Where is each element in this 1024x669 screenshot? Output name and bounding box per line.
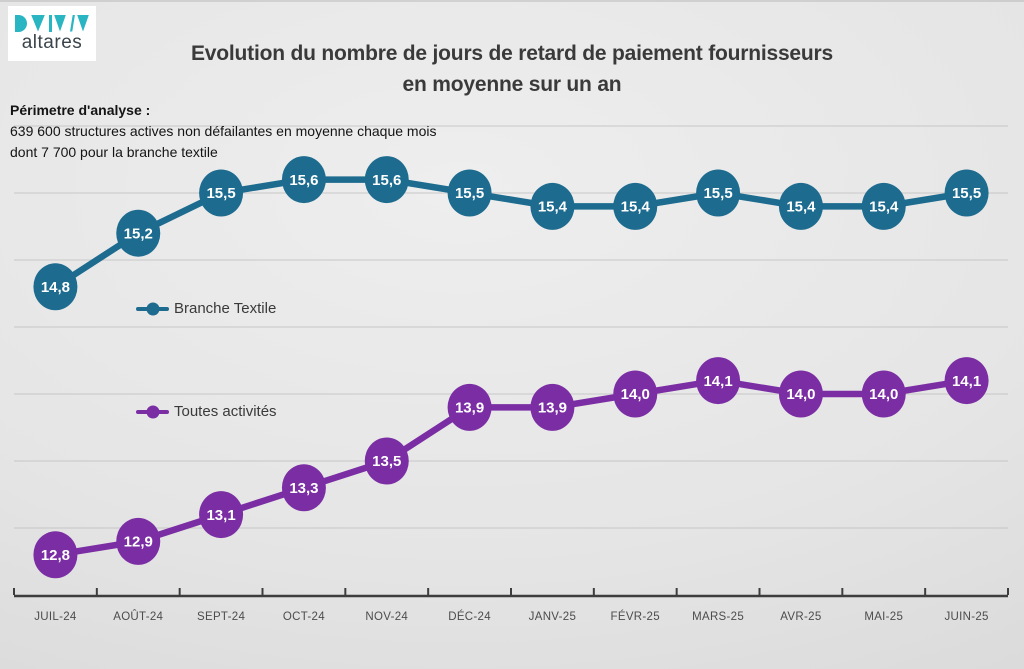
data-point-marker	[199, 491, 244, 539]
data-point-value: 13,1	[206, 507, 235, 524]
data-point-marker	[696, 357, 741, 405]
data-point-value: 14,0	[786, 386, 815, 403]
analysis-scope-line2: dont 7 700 pour la branche textile	[10, 144, 218, 160]
data-point-value: 15,5	[455, 185, 484, 202]
data-point-marker	[861, 370, 906, 418]
legend-branche-textile: Branche Textile	[136, 300, 276, 317]
legend-toutes-activites: Toutes activités	[136, 403, 277, 420]
legend-label-branche-textile: Branche Textile	[174, 300, 277, 317]
data-point-marker	[944, 169, 989, 217]
data-point-value: 14,0	[869, 386, 898, 403]
chart-title-line1: Evolution du nombre de jours de retard d…	[190, 42, 833, 65]
data-point-value: 15,4	[786, 199, 816, 216]
altares-logo: altares	[8, 6, 96, 61]
x-axis-label: OCT-24	[283, 611, 325, 623]
logo-glyph-t	[49, 14, 66, 32]
x-axis-label: JUIN-25	[944, 611, 988, 623]
data-point-value: 15,4	[621, 199, 651, 216]
data-point-value: 14,0	[621, 386, 650, 403]
legend-label-toutes-activites: Toutes activités	[174, 403, 277, 420]
data-point-marker	[33, 263, 78, 311]
data-point-marker	[778, 182, 823, 230]
x-axis-label: DÉC-24	[448, 610, 491, 623]
x-axis-label: MAI-25	[864, 611, 903, 623]
data-point-marker	[944, 357, 989, 405]
data-point-value: 15,4	[869, 199, 899, 216]
x-axis-label: AVR-25	[780, 611, 821, 623]
data-point-marker	[613, 182, 658, 230]
data-point-value: 14,1	[952, 373, 981, 390]
data-point-marker	[116, 209, 161, 257]
data-point-value: 15,5	[206, 185, 235, 202]
chart-title: Evolution du nombre de jours de retard d…	[0, 38, 1024, 100]
data-point-value: 14,1	[703, 373, 732, 390]
data-point-value: 12,8	[41, 547, 70, 564]
data-point-marker	[33, 531, 78, 579]
x-axis-label: FÉVR-25	[611, 610, 660, 623]
data-point-marker	[447, 169, 492, 217]
x-axis-label: JANV-25	[529, 611, 576, 623]
analysis-scope-line1: 639 600 structures actives non défailant…	[10, 123, 437, 139]
data-point-marker	[530, 383, 575, 431]
data-point-marker	[281, 464, 326, 512]
data-point-value: 14,8	[41, 279, 70, 296]
data-point-marker	[447, 383, 492, 431]
data-point-value: 15,6	[289, 172, 318, 189]
data-point-value: 15,5	[952, 185, 981, 202]
data-point-value: 12,9	[124, 534, 153, 551]
data-point-marker	[778, 370, 823, 418]
altares-logo-mark	[15, 14, 89, 32]
data-point-marker	[281, 156, 326, 204]
x-axis-label: NOV-24	[365, 611, 408, 623]
data-point-marker	[613, 370, 658, 418]
legend-marker-branche-textile	[136, 302, 169, 315]
data-point-marker	[364, 437, 409, 485]
x-axis-label: AOÛT-24	[113, 610, 163, 623]
chart-title-line2: en moyenne sur un an	[402, 73, 622, 96]
data-point-marker	[116, 517, 161, 565]
logo-glyph-d	[15, 14, 27, 32]
analysis-scope-heading: Périmetre d'analyse :	[10, 102, 151, 118]
logo-glyph-a2	[70, 14, 89, 32]
series-line-branche-textile	[52, 176, 970, 291]
data-point-marker	[530, 182, 575, 230]
data-point-value: 13,9	[538, 400, 567, 417]
data-point-marker	[199, 169, 244, 217]
data-point-marker	[861, 182, 906, 230]
data-point-value: 13,3	[289, 480, 318, 497]
data-point-value: 15,4	[538, 199, 568, 216]
data-point-value: 15,6	[372, 172, 401, 189]
x-axis-label: JUIL-24	[34, 611, 77, 623]
data-point-value: 13,5	[372, 453, 401, 470]
altares-logo-text: altares	[21, 31, 83, 53]
data-point-marker	[364, 156, 409, 204]
data-point-value: 13,9	[455, 400, 484, 417]
x-axis-label: SEPT-24	[197, 611, 245, 623]
logo-glyph-a	[31, 14, 45, 32]
legend-marker-toutes-activites	[136, 405, 169, 418]
analysis-scope-note: Périmetre d'analyse : 639 600 structures…	[10, 100, 437, 163]
x-axis-label: MARS-25	[692, 611, 744, 623]
data-point-value: 15,5	[703, 185, 732, 202]
data-point-value: 15,2	[124, 225, 153, 242]
data-point-marker	[696, 169, 741, 217]
